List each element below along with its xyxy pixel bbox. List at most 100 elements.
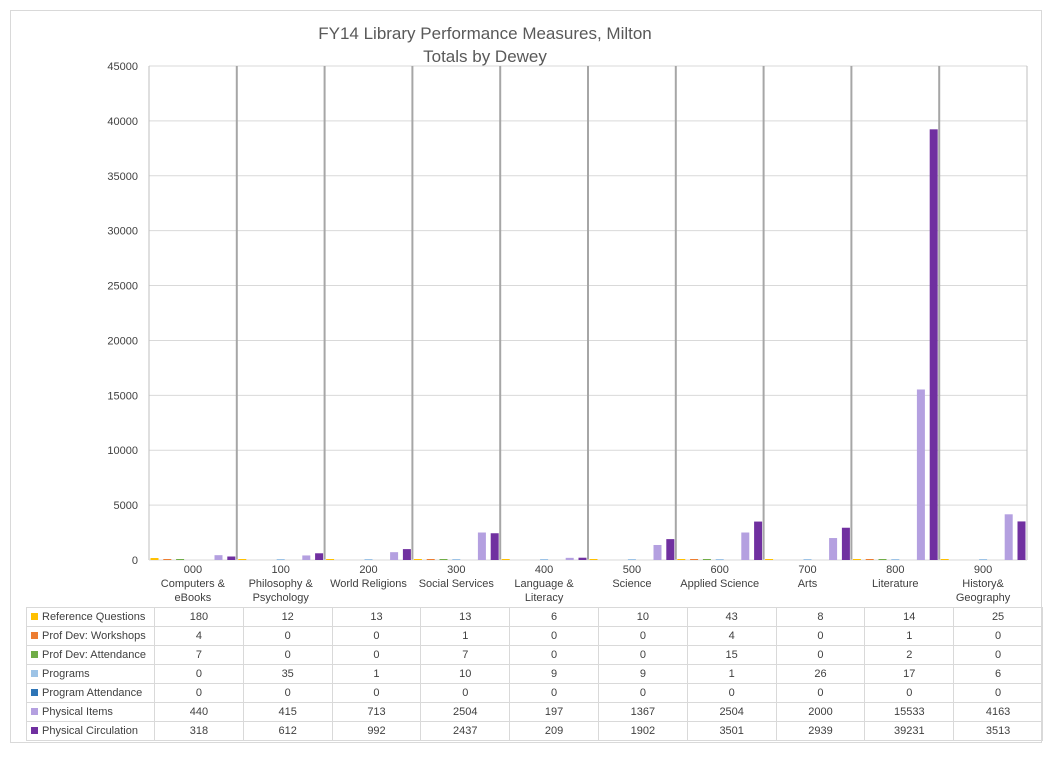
bar-physical-items <box>829 538 838 560</box>
data-label: 39231 <box>864 721 955 741</box>
data-label: 209 <box>509 721 599 741</box>
table-row: Physical Circulation 318 612 992 2437 209 1902… <box>26 721 1043 741</box>
table-row: Prof Dev: Attendance 7 0 0 7 0 0 15 0 2 0 <box>26 645 1043 665</box>
x-category-label: 100 Philosophy & Psychology <box>248 564 313 604</box>
data-label: 0 <box>420 683 511 703</box>
bar-physical-items <box>741 532 750 560</box>
data-label: 1902 <box>597 721 688 741</box>
series-name: Reference Questions <box>42 611 146 623</box>
x-category-label: 200 World Religions <box>330 564 407 590</box>
data-label: 2437 <box>420 721 511 741</box>
table-row: Physical Items 440 415 713 2504 197 1367 2504 20… <box>26 702 1043 722</box>
data-label: 0 <box>331 645 422 665</box>
data-label: 1 <box>686 664 777 684</box>
bar-reference-questions <box>589 559 598 560</box>
data-label: 992 <box>331 721 422 741</box>
y-tick-label: 0 <box>132 555 138 567</box>
bar-prof-dev-workshops <box>163 559 172 560</box>
data-label: 440 <box>154 702 244 722</box>
data-label: 0 <box>509 683 599 703</box>
y-tick-label: 15000 <box>107 390 138 402</box>
series-legend-cell: Physical Items <box>26 702 155 722</box>
bar-reference-questions <box>765 559 774 560</box>
data-label: 9 <box>597 664 688 684</box>
bar-physical-items <box>653 544 662 560</box>
bar-reference-questions <box>413 559 422 560</box>
data-label: 3513 <box>953 721 1043 741</box>
series-legend-cell: Reference Questions <box>26 607 155 627</box>
data-label: 2504 <box>686 702 777 722</box>
bar-prof-dev-attendance <box>439 559 448 560</box>
data-label: 0 <box>242 645 333 665</box>
bar-reference-questions <box>238 559 247 560</box>
bar-physical-circulation <box>666 539 675 560</box>
data-label: 0 <box>597 645 688 665</box>
data-label: 13 <box>420 607 511 627</box>
data-label: 12 <box>242 607 333 627</box>
data-label: 1367 <box>597 702 688 722</box>
data-label: 7 <box>154 645 244 665</box>
series-name: Programs <box>42 668 90 680</box>
table-row: Prof Dev: Workshops 4 0 0 1 0 0 4 0 1 0 <box>26 626 1043 646</box>
data-label: 4163 <box>953 702 1043 722</box>
bar-programs <box>627 559 636 560</box>
series-legend-cell: Prof Dev: Attendance <box>26 645 155 665</box>
bar-physical-items <box>565 557 574 560</box>
series-legend-cell: Program Attendance <box>26 683 155 703</box>
legend-key <box>31 689 38 696</box>
legend-key <box>31 632 38 639</box>
y-tick-label: 25000 <box>107 281 138 293</box>
x-category-label: 500 Science <box>612 564 652 590</box>
data-label: 197 <box>509 702 599 722</box>
data-label: 2504 <box>420 702 511 722</box>
legend-key <box>31 708 38 715</box>
legend-key <box>31 651 38 658</box>
chart-title-line-2: Totals by Dewey <box>423 47 547 66</box>
bar-physical-items <box>390 552 399 560</box>
data-label: 8 <box>775 607 866 627</box>
data-label: 15533 <box>864 702 955 722</box>
data-label: 612 <box>242 721 333 741</box>
data-label: 7 <box>420 645 511 665</box>
data-label: 4 <box>154 626 244 646</box>
x-category-label: 600 Applied Science <box>680 564 760 590</box>
data-label: 0 <box>775 645 866 665</box>
y-tick-label: 45000 <box>107 61 138 73</box>
y-tick-label: 35000 <box>107 171 138 183</box>
series-name: Physical Items <box>42 706 113 718</box>
bar-programs <box>891 559 900 560</box>
data-label: 0 <box>331 626 422 646</box>
data-label: 13 <box>331 607 422 627</box>
bar-reference-questions <box>326 559 335 560</box>
bar-physical-circulation <box>402 549 411 560</box>
bar-prof-dev-attendance <box>878 559 887 560</box>
bar-reference-questions <box>852 559 861 560</box>
data-label: 0 <box>331 683 422 703</box>
data-label: 14 <box>864 607 955 627</box>
bar-prof-dev-workshops <box>426 559 435 560</box>
data-label: 0 <box>154 683 244 703</box>
data-label: 0 <box>953 626 1043 646</box>
data-label: 0 <box>509 626 599 646</box>
legend-key <box>31 670 38 677</box>
data-label: 415 <box>242 702 333 722</box>
data-label: 1 <box>864 626 955 646</box>
bar-programs <box>540 559 549 560</box>
data-label: 0 <box>509 645 599 665</box>
series-name: Prof Dev: Workshops <box>42 630 146 642</box>
data-label: 0 <box>242 626 333 646</box>
data-label: 26 <box>775 664 866 684</box>
x-category-label: 800 Literature <box>872 564 919 590</box>
data-label: 0 <box>597 626 688 646</box>
x-category-label: 000 Computers & eBooks <box>160 564 225 604</box>
data-label: 318 <box>154 721 244 741</box>
data-label: 180 <box>154 607 244 627</box>
bar-programs <box>715 559 724 560</box>
bar-physical-items <box>477 532 486 560</box>
x-category-label: 900 History& Geography <box>955 564 1011 604</box>
data-label: 6 <box>509 607 599 627</box>
data-label: 10 <box>420 664 511 684</box>
data-label: 43 <box>686 607 777 627</box>
bar-physical-circulation <box>315 553 324 560</box>
data-label: 0 <box>775 683 866 703</box>
